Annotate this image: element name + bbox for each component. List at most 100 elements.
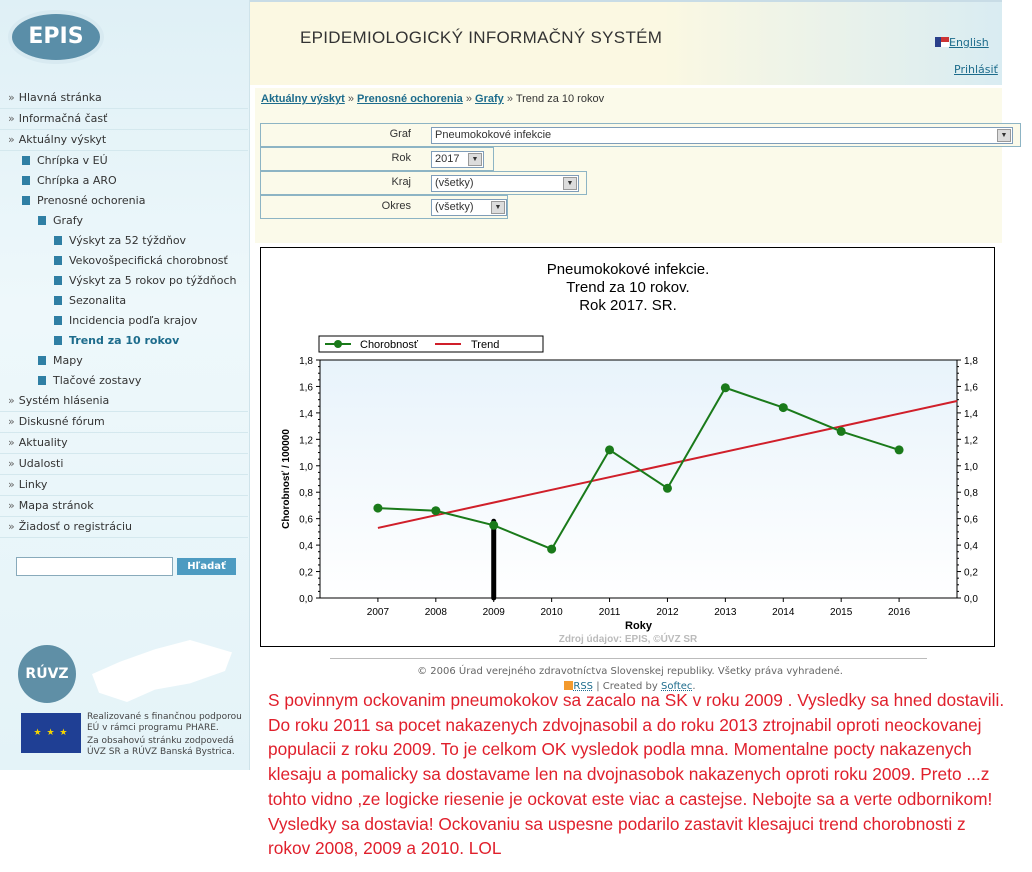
sidebar-item[interactable]: Tlačové zostavy — [0, 371, 248, 391]
sidebar-item-label: Linky — [18, 478, 48, 491]
y-tick-label-right: 1,4 — [964, 409, 978, 420]
sidebar-item-label: Diskusné fórum — [18, 415, 105, 428]
y-tick-label-right: 0,4 — [964, 541, 978, 552]
form-row-graf: Graf Pneumokokové infekcie ▼ — [260, 123, 1021, 147]
x-tick-label: 2016 — [888, 607, 911, 618]
eu-text-1: Realizované s finančnou podporou EÚ v rá… — [87, 712, 242, 733]
plot-area — [320, 360, 957, 598]
breadcrumb-current: Trend za 10 rokov — [515, 93, 605, 105]
x-tick-label: 2011 — [599, 607, 621, 618]
sidebar-item-label: Výskyt za 52 týždňov — [69, 234, 187, 247]
y-tick-label: 1,0 — [299, 462, 313, 473]
breadcrumb-aktualny-vyskyt[interactable]: Aktuálny výskyt — [261, 93, 345, 105]
search-button[interactable]: Hľadať — [177, 558, 236, 575]
chevron-right-icon: » — [8, 133, 15, 146]
sidebar-item[interactable]: Grafy — [0, 211, 248, 231]
sidebar-item[interactable]: Výskyt za 52 týždňov — [0, 231, 248, 251]
search-input[interactable] — [16, 557, 173, 576]
data-point — [662, 483, 672, 493]
breadcrumb: Aktuálny výskyt » Prenosné ochorenia » G… — [261, 93, 604, 105]
x-tick-label: 2007 — [367, 607, 390, 618]
chevron-right-icon: » — [8, 478, 15, 491]
bullet-icon — [54, 316, 62, 325]
sidebar-item-label: Mapa stránok — [18, 499, 94, 512]
sidebar-item-label: Informačná časť — [18, 112, 108, 125]
sidebar-item[interactable]: Vekovošpecifická chorobnosť — [0, 251, 248, 271]
sidebar-item[interactable]: » Udalosti — [0, 454, 248, 475]
sidebar-item-label: Výskyt za 5 rokov po týždňoch — [69, 274, 237, 287]
softec-link[interactable]: Softec — [661, 681, 693, 692]
data-point — [373, 503, 383, 513]
sidebar-item[interactable]: Výskyt za 5 rokov po týždňoch — [0, 271, 248, 291]
bullet-icon — [54, 256, 62, 265]
form-row-okres: Okres (všetky) ▼ — [260, 195, 508, 219]
okres-select[interactable]: (všetky) ▼ — [431, 199, 507, 216]
sidebar-item[interactable]: » Linky — [0, 475, 248, 496]
sidebar-item[interactable]: » Systém hlásenia — [0, 391, 248, 412]
breadcrumb-prenosne-ochorenia[interactable]: Prenosné ochorenia — [357, 93, 463, 105]
login-link[interactable]: Prihlásiť — [954, 63, 998, 76]
data-point — [894, 445, 904, 455]
sidebar-item-label: Grafy — [53, 214, 83, 227]
x-tick-label: 2012 — [656, 607, 679, 618]
kraj-label: Kraj — [391, 176, 411, 188]
breadcrumb-grafy[interactable]: Grafy — [475, 93, 504, 105]
sidebar-item[interactable]: Chrípka v EÚ — [0, 151, 248, 171]
okres-label: Okres — [381, 200, 411, 212]
kraj-select[interactable]: (všetky) ▼ — [431, 175, 579, 192]
created-by: Created by — [602, 681, 658, 692]
sidebar-item-label: Incidencia podľa krajov — [69, 314, 198, 327]
sidebar-item[interactable]: » Informačná časť — [0, 109, 248, 130]
sidebar-item-label: Chrípka a ARO — [37, 174, 117, 187]
x-tick-label: 2015 — [830, 607, 853, 618]
x-tick-label: 2009 — [483, 607, 506, 618]
rok-select[interactable]: 2017 ▼ — [431, 151, 484, 168]
data-point — [489, 520, 499, 530]
sidebar-item[interactable]: Mapy — [0, 351, 248, 371]
sidebar-item-label: Aktuality — [18, 436, 68, 449]
sidebar-item[interactable]: Prenosné ochorenia — [0, 191, 248, 211]
y-tick-label: 1,4 — [299, 409, 313, 420]
bullet-icon — [54, 296, 62, 305]
legend-chorobnost-marker — [334, 340, 342, 348]
footer-divider — [330, 658, 927, 659]
sidebar-item[interactable]: Incidencia podľa krajov — [0, 311, 248, 331]
chart-title-line: Rok 2017. SR. — [579, 297, 677, 314]
graf-select[interactable]: Pneumokokové infekcie ▼ — [431, 127, 1013, 144]
header-banner — [250, 0, 1002, 85]
sidebar-item[interactable]: » Mapa stránok — [0, 496, 248, 517]
rss-link[interactable]: RSS — [573, 681, 594, 692]
sidebar-item[interactable]: Chrípka a ARO — [0, 171, 248, 191]
sidebar-item[interactable]: » Diskusné fórum — [0, 412, 248, 433]
data-point — [778, 403, 788, 413]
chevron-right-icon: » — [8, 112, 15, 125]
epis-logo[interactable]: EPIS — [12, 14, 100, 60]
english-link[interactable]: English — [935, 36, 989, 49]
y-tick-label-right: 0,0 — [964, 594, 978, 605]
footer-dot: . — [692, 681, 696, 692]
bullet-icon — [54, 336, 62, 345]
chevron-right-icon: » — [8, 520, 15, 533]
sidebar-item[interactable]: Sezonalita — [0, 291, 248, 311]
rok-value: 2017 — [435, 153, 460, 165]
legend-chorobnost-label: Chorobnosť — [360, 339, 419, 351]
sidebar-item[interactable]: » Hlavná stránka — [0, 88, 248, 109]
sidebar-item[interactable]: Trend za 10 rokov — [0, 331, 248, 351]
chart-title-line: Trend za 10 rokov. — [566, 279, 689, 296]
kraj-value: (všetky) — [435, 177, 474, 189]
site-title: EPIDEMIOLOGICKÝ INFORMAČNÝ SYSTÉM — [300, 28, 663, 47]
y-tick-label-right: 1,0 — [964, 462, 978, 473]
chevron-down-icon: ▼ — [491, 201, 505, 214]
sidebar-item[interactable]: » Žiadosť o registráciu — [0, 517, 248, 538]
eu-funding-text: Realizované s finančnou podporou EÚ v rá… — [87, 712, 247, 758]
legend-box — [318, 335, 544, 353]
sidebar-item[interactable]: » Aktuality — [0, 433, 248, 454]
y-tick-label: 0,4 — [299, 541, 313, 552]
y-tick-label-right: 0,6 — [964, 515, 978, 526]
bullet-icon — [38, 376, 46, 385]
sidebar-item[interactable]: » Aktuálny výskyt — [0, 130, 248, 151]
y-tick-label: 0,0 — [299, 594, 313, 605]
y-tick-label-right: 1,2 — [964, 435, 978, 446]
x-tick-label: 2014 — [772, 607, 795, 618]
ruvz-logo[interactable]: RÚVZ — [18, 645, 76, 703]
